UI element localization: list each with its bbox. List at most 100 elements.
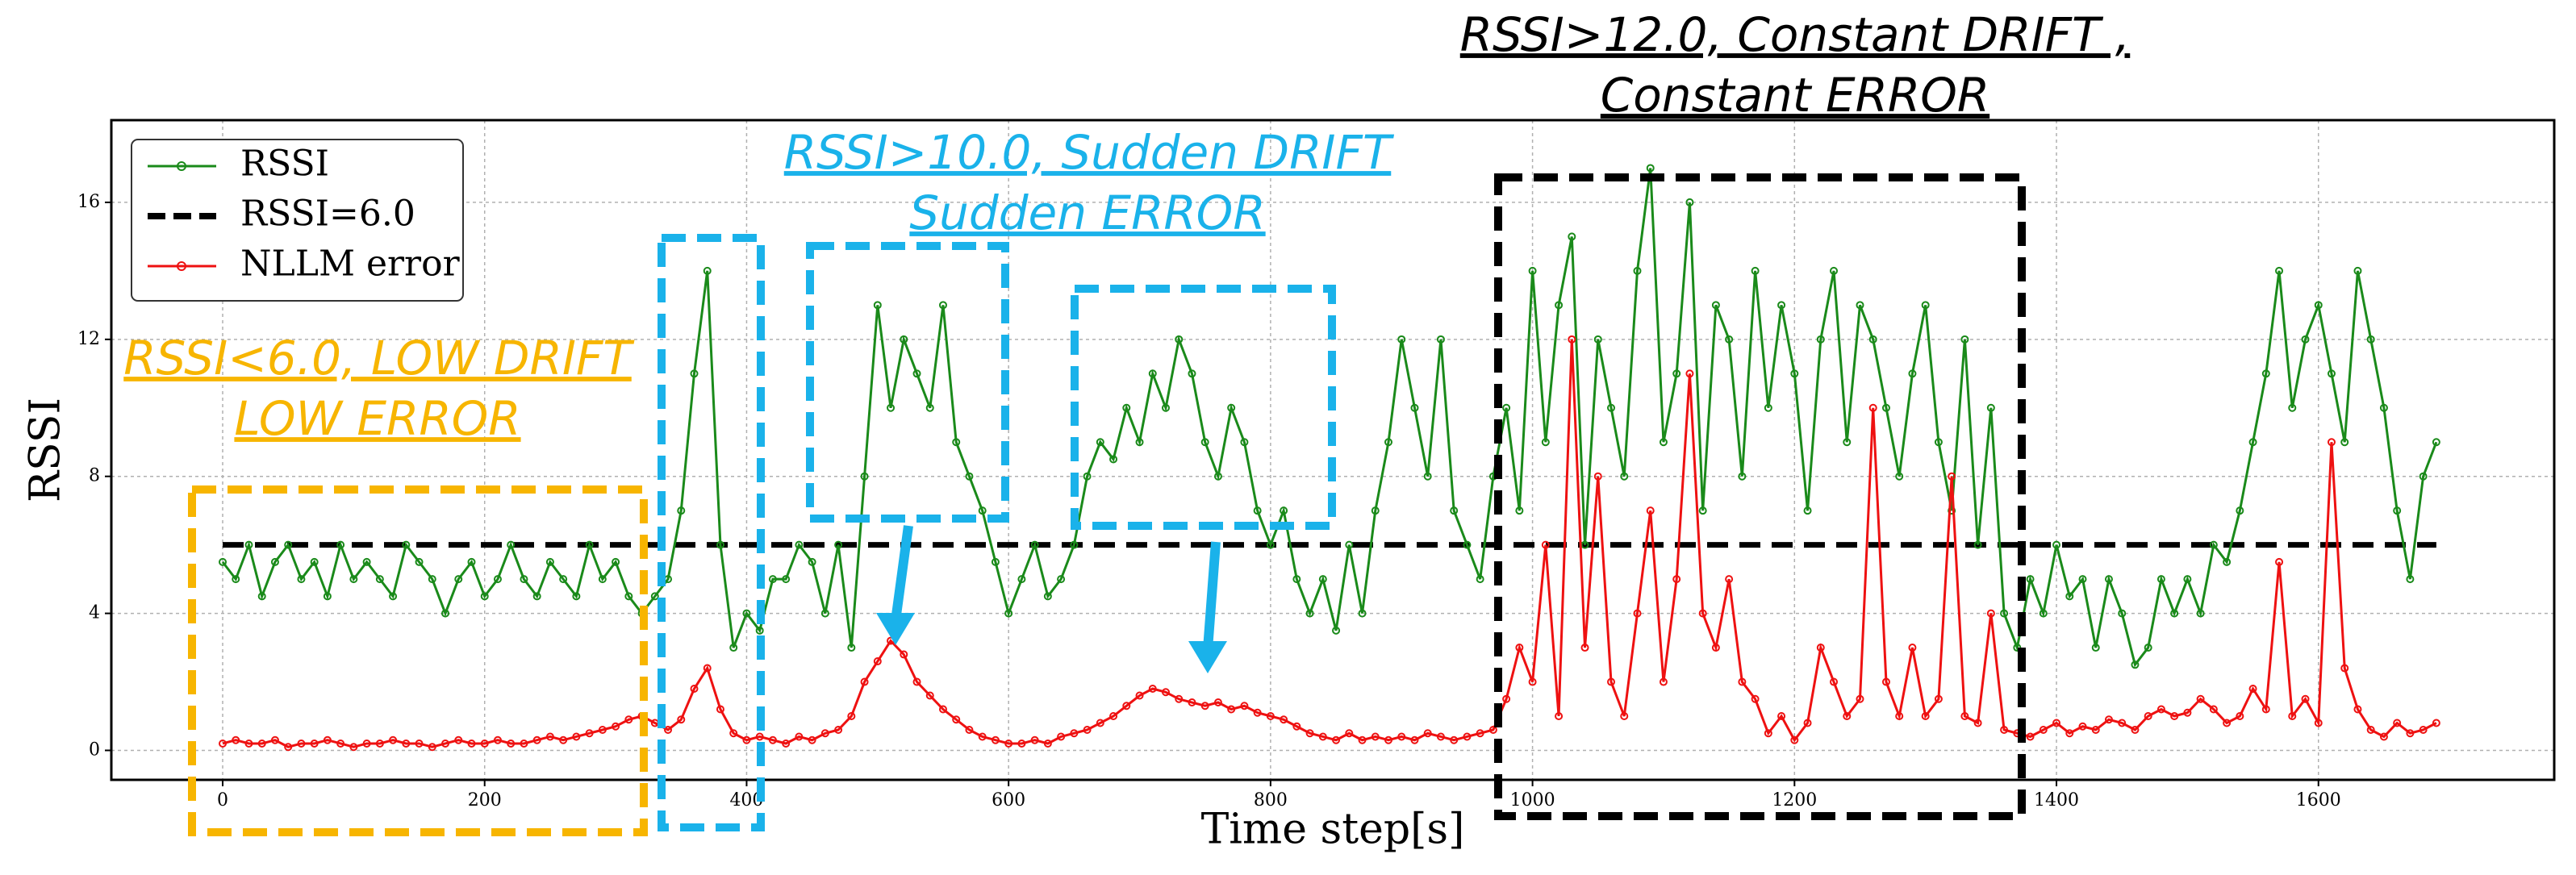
point (1280, 506, 1288, 515)
point (847, 644, 856, 652)
annotation-text: RSSI>12.0, Constant DRIFT , (1460, 7, 2131, 62)
point (1175, 694, 1184, 703)
point (1017, 739, 1026, 748)
point (1960, 335, 1969, 344)
point (1148, 369, 1157, 378)
point (1777, 301, 1786, 310)
point (1607, 677, 1616, 686)
point (2104, 575, 2113, 584)
annotation-text: LOW ERROR (234, 391, 520, 446)
point (2340, 438, 2349, 447)
annotation-box (1071, 285, 1336, 530)
point (860, 677, 869, 686)
point (572, 732, 581, 741)
point (2261, 705, 2270, 714)
point (232, 575, 240, 584)
point (729, 644, 738, 652)
point (559, 575, 568, 584)
point (1148, 685, 1157, 694)
point (389, 592, 398, 601)
point (284, 743, 293, 752)
point (1253, 708, 1262, 717)
point (270, 557, 279, 566)
point (1122, 403, 1131, 412)
point (925, 403, 934, 412)
point (1345, 729, 1354, 738)
point (1856, 694, 1864, 703)
point (1803, 719, 1812, 727)
plot-frame (110, 119, 2556, 781)
point (2379, 403, 2388, 412)
point (965, 472, 974, 481)
point (2144, 644, 2152, 652)
point (1227, 705, 1236, 714)
point (1764, 403, 1772, 412)
point (1096, 719, 1104, 727)
point (1450, 506, 1459, 515)
point (2052, 540, 2061, 549)
point (1986, 403, 1995, 412)
point (1646, 506, 1655, 515)
point (2314, 719, 2323, 727)
point (1135, 691, 1144, 700)
point (938, 705, 947, 714)
point (1043, 592, 1052, 601)
point (545, 557, 554, 566)
point (873, 301, 882, 310)
legend-label: NLLM error (240, 244, 461, 285)
point (912, 677, 921, 686)
point (1358, 609, 1367, 618)
point (729, 729, 738, 738)
point (2353, 266, 2362, 275)
point (2236, 712, 2244, 721)
point (1213, 472, 1222, 481)
point (690, 369, 699, 378)
point (375, 739, 384, 748)
point (244, 540, 253, 549)
point (2118, 719, 2127, 727)
point (1476, 575, 1484, 584)
point (1960, 712, 1969, 721)
point (834, 725, 843, 734)
point (1345, 540, 1354, 549)
point (2196, 694, 2205, 703)
point (2366, 335, 2375, 344)
point (900, 650, 908, 659)
y-tick-label: 4 (89, 603, 100, 623)
annotation-text: Constant ERROR (1601, 68, 1989, 123)
point (585, 729, 594, 738)
point (1200, 438, 1209, 447)
point (1305, 609, 1314, 618)
point (1515, 506, 1524, 515)
point (1881, 403, 1890, 412)
point (1528, 266, 1537, 275)
x-tick-label: 1600 (2296, 790, 2341, 810)
point (2065, 592, 2074, 601)
point (1908, 644, 1917, 652)
point (1555, 712, 1564, 721)
point (1109, 712, 1118, 721)
point (362, 739, 371, 748)
point (1436, 335, 1445, 344)
point (1358, 735, 1367, 744)
point (1450, 735, 1459, 744)
point (860, 472, 869, 481)
point (454, 735, 463, 744)
point (1476, 729, 1484, 738)
point (782, 739, 791, 748)
y-tick-label: 8 (89, 466, 100, 486)
point (1083, 725, 1092, 734)
point (219, 739, 228, 748)
point (572, 592, 581, 601)
point (2248, 685, 2257, 694)
point (336, 540, 345, 549)
point (755, 732, 764, 741)
point (742, 735, 751, 744)
point (1253, 506, 1262, 515)
point (545, 732, 554, 741)
point (2209, 705, 2218, 714)
point (532, 735, 541, 744)
point (1397, 335, 1406, 344)
point (782, 575, 791, 584)
